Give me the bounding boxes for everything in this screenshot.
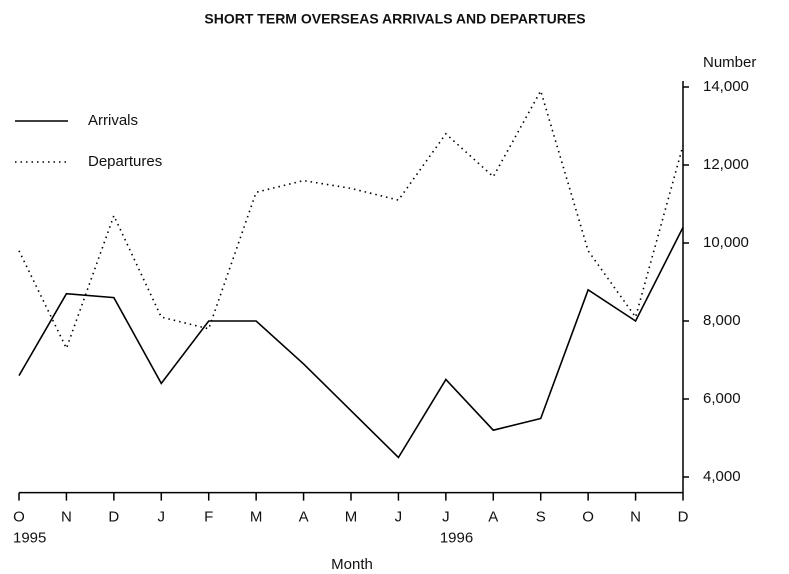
- x-tick-label: J: [395, 509, 403, 526]
- x-tick-label: O: [582, 509, 594, 526]
- x-tick-label: A: [299, 509, 309, 526]
- x-axis-label: Month: [331, 556, 373, 573]
- x-tick-label: J: [158, 509, 166, 526]
- y-tick-label: 12,000: [703, 156, 749, 173]
- y-tick-label: 14,000: [703, 78, 749, 95]
- legend-label: Arrivals: [88, 112, 138, 129]
- y-tick-label: 8,000: [703, 312, 741, 329]
- x-tick-label: D: [108, 509, 119, 526]
- chart-title: SHORT TERM OVERSEAS ARRIVALS AND DEPARTU…: [204, 11, 585, 27]
- x-tick-label: M: [250, 509, 263, 526]
- x-tick-label: N: [630, 509, 641, 526]
- year-label: 1995: [13, 530, 46, 547]
- x-tick-label: J: [442, 509, 450, 526]
- y-axis-label: Number: [703, 54, 756, 71]
- y-tick-label: 4,000: [703, 468, 741, 485]
- y-tick-label: 6,000: [703, 390, 741, 407]
- x-tick-label: O: [13, 509, 25, 526]
- x-tick-label: F: [204, 509, 213, 526]
- x-tick-label: S: [536, 509, 546, 526]
- x-tick-label: M: [345, 509, 358, 526]
- x-tick-label: D: [678, 509, 689, 526]
- x-tick-label: N: [61, 509, 72, 526]
- x-tick-label: A: [488, 509, 498, 526]
- series-line: [18, 227, 684, 459]
- legend-label: Departures: [88, 153, 162, 170]
- year-label: 1996: [440, 530, 473, 547]
- series-line: [18, 88, 684, 351]
- y-tick-label: 10,000: [703, 234, 749, 251]
